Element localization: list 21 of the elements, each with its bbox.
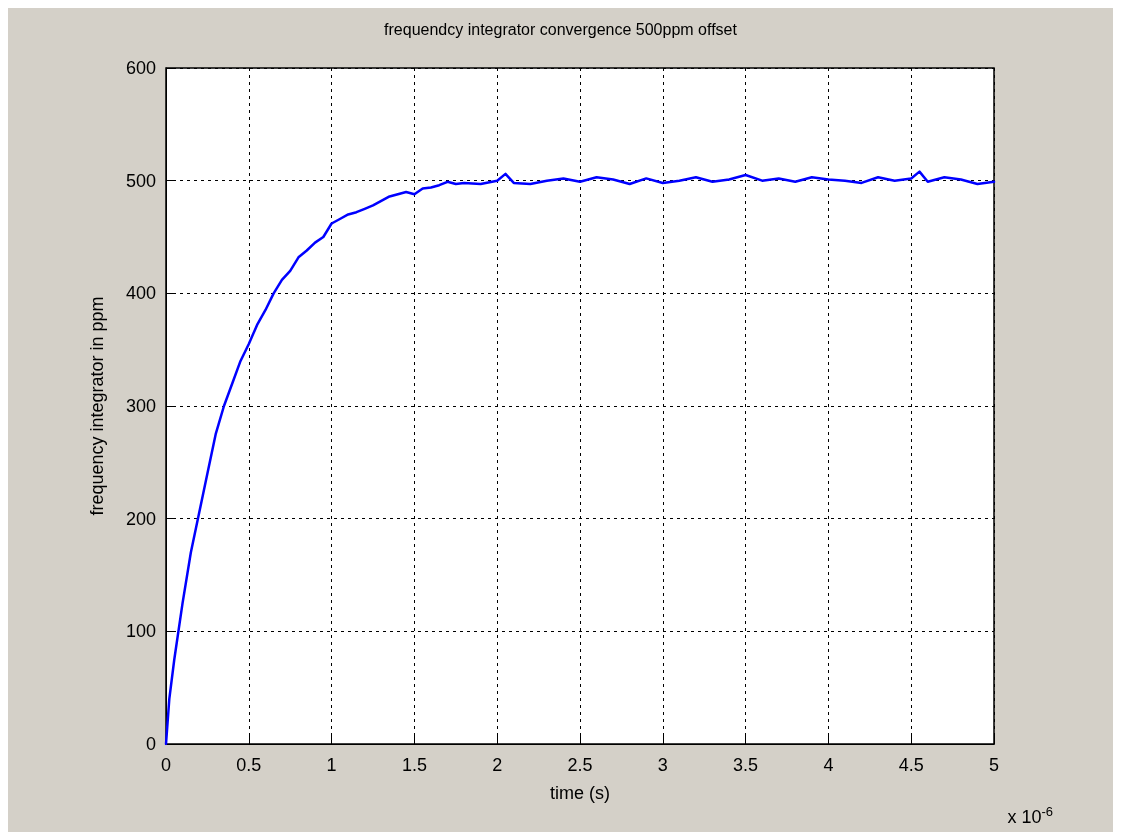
x-tick-label: 2.5 — [567, 755, 593, 775]
y-tick-label: 600 — [125, 58, 156, 78]
y-tick-label: 300 — [125, 396, 156, 416]
x-tick-label: 2 — [492, 755, 503, 775]
x-tick-label: 3 — [657, 755, 668, 775]
x-tick-label: 5 — [988, 755, 1000, 775]
x-tick-label: 3.5 — [733, 755, 759, 775]
y-tick-label: 200 — [125, 508, 156, 529]
y-tick-label: 500 — [125, 170, 156, 191]
y-axis-title: frequency integrator in ppm — [87, 296, 107, 516]
x-tick-label: 0 — [160, 755, 172, 775]
x-tick-label: 1 — [326, 755, 337, 775]
x-tick-label: 4.5 — [898, 755, 924, 775]
x-axis-title: time (s) — [550, 783, 610, 803]
chart-title: frequendcy integrator convergence 500ppm offset — [384, 20, 738, 38]
y-tick-label: 400 — [125, 283, 156, 304]
x-tick-label: 1.5 — [401, 755, 427, 775]
y-tick-label: 100 — [125, 621, 156, 642]
y-tick-label: 0 — [145, 734, 156, 754]
x-tick-label: 0.5 — [236, 755, 262, 775]
x-tick-label: 4 — [823, 755, 834, 775]
